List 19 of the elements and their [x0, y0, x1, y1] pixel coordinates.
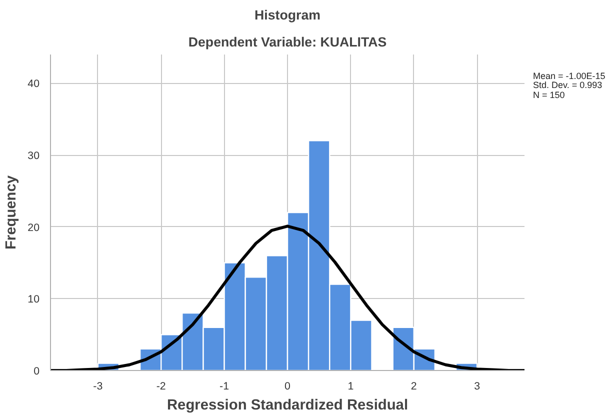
- x-tick-label: -1: [220, 380, 230, 392]
- x-axis-title: Regression Standardized Residual: [166, 398, 408, 414]
- text: Mean = -1.00E-15: [533, 71, 606, 81]
- y-tick-label: 10: [28, 294, 40, 306]
- y-tick-label: 30: [28, 150, 40, 162]
- x-tick-label: 1: [348, 380, 354, 392]
- x-tick-label: 2: [410, 380, 417, 392]
- x-tick-label: -2: [156, 380, 166, 392]
- text: N = 150: [533, 90, 565, 100]
- y-tick-label: 0: [34, 366, 40, 378]
- text: Std. Dev. = 0.993: [533, 80, 602, 90]
- x-tick-label: 0: [284, 380, 291, 392]
- y-axis-title: Frequency: [4, 174, 20, 250]
- x-tick-label: -3: [93, 380, 103, 392]
- chart-subtitle: Dependent Variable: KUALITAS: [188, 34, 387, 50]
- y-tick-label: 20: [28, 222, 40, 234]
- x-tick-label: 3: [474, 380, 480, 392]
- chart-title: Histogram: [254, 8, 321, 22]
- y-tick-label: 40: [28, 78, 40, 90]
